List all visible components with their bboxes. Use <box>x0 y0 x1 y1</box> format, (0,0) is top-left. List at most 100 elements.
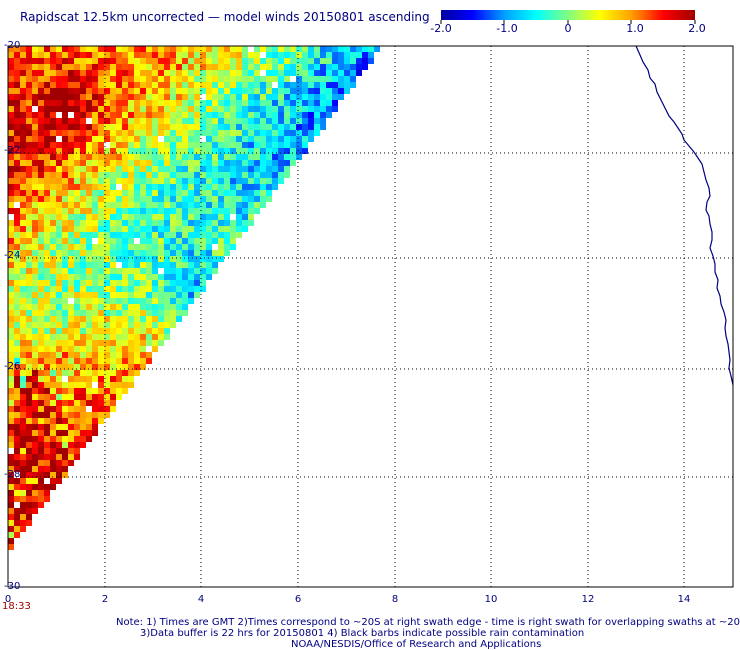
wind-pixel <box>80 424 86 430</box>
wind-pixel <box>68 364 74 370</box>
wind-pixel <box>182 106 188 112</box>
wind-pixel <box>146 196 152 202</box>
wind-pixel <box>308 70 314 76</box>
wind-pixel <box>80 118 86 124</box>
wind-pixel <box>320 112 326 118</box>
wind-pixel <box>62 394 68 400</box>
wind-pixel <box>14 376 20 382</box>
wind-pixel <box>224 70 230 76</box>
wind-pixel <box>98 250 104 256</box>
wind-pixel <box>80 202 86 208</box>
wind-pixel <box>314 124 320 130</box>
wind-pixel <box>200 226 206 232</box>
wind-pixel <box>152 346 158 352</box>
wind-pixel <box>266 76 272 82</box>
wind-pixel <box>140 64 146 70</box>
wind-pixel <box>80 262 86 268</box>
wind-pixel <box>14 316 20 322</box>
wind-pixel <box>218 160 224 166</box>
wind-pixel <box>38 382 44 388</box>
wind-pixel <box>14 160 20 166</box>
wind-pixel <box>278 136 284 142</box>
wind-pixel <box>92 112 98 118</box>
wind-pixel <box>188 112 194 118</box>
wind-pixel <box>8 316 14 322</box>
wind-pixel <box>140 154 146 160</box>
wind-pixel <box>56 232 62 238</box>
wind-pixel <box>122 268 128 274</box>
wind-pixel <box>242 166 248 172</box>
wind-pixel <box>134 196 140 202</box>
wind-pixel <box>248 130 254 136</box>
wind-pixel <box>56 316 62 322</box>
wind-pixel <box>128 316 134 322</box>
wind-pixel <box>50 388 56 394</box>
wind-pixel <box>80 154 86 160</box>
wind-pixel <box>80 400 86 406</box>
wind-pixel <box>188 220 194 226</box>
wind-pixel <box>56 328 62 334</box>
wind-pixel <box>128 58 134 64</box>
wind-pixel <box>122 292 128 298</box>
wind-pixel <box>254 208 260 214</box>
wind-pixel <box>170 118 176 124</box>
wind-pixel <box>92 250 98 256</box>
wind-pixel <box>62 100 68 106</box>
wind-pixel <box>32 160 38 166</box>
wind-pixel <box>140 274 146 280</box>
wind-pixel <box>110 286 116 292</box>
wind-pixel <box>92 268 98 274</box>
wind-pixel <box>38 472 44 478</box>
wind-pixel <box>92 190 98 196</box>
wind-pixel <box>8 202 14 208</box>
wind-pixel <box>68 64 74 70</box>
wind-pixel <box>128 148 134 154</box>
wind-pixel <box>260 124 266 130</box>
wind-pixel <box>14 46 20 52</box>
wind-pixel <box>134 220 140 226</box>
wind-pixel <box>314 82 320 88</box>
wind-pixel <box>92 262 98 268</box>
wind-pixel <box>224 76 230 82</box>
wind-pixel <box>50 154 56 160</box>
wind-pixel <box>248 94 254 100</box>
wind-pixel <box>254 124 260 130</box>
wind-pixel <box>116 232 122 238</box>
wind-pixel <box>68 394 74 400</box>
wind-pixel <box>134 184 140 190</box>
wind-pixel <box>272 172 278 178</box>
wind-pixel <box>134 100 140 106</box>
wind-pixel <box>218 250 224 256</box>
wind-pixel <box>8 184 14 190</box>
wind-pixel <box>32 106 38 112</box>
wind-pixel <box>332 106 338 112</box>
wind-pixel <box>110 94 116 100</box>
wind-pixel <box>104 412 110 418</box>
wind-pixel <box>74 238 80 244</box>
wind-pixel <box>56 424 62 430</box>
wind-pixel <box>230 82 236 88</box>
wind-pixel <box>248 82 254 88</box>
wind-pixel <box>62 436 68 442</box>
wind-pixel <box>62 166 68 172</box>
wind-pixel <box>194 106 200 112</box>
wind-pixel <box>44 340 50 346</box>
wind-pixel <box>80 172 86 178</box>
wind-pixel <box>110 106 116 112</box>
wind-pixel <box>68 94 74 100</box>
wind-pixel <box>164 286 170 292</box>
wind-pixel <box>86 46 92 52</box>
wind-pixel <box>110 400 116 406</box>
wind-pixel <box>218 142 224 148</box>
wind-pixel <box>254 46 260 52</box>
wind-pixel <box>14 214 20 220</box>
wind-pixel <box>50 238 56 244</box>
wind-pixel <box>20 280 26 286</box>
wind-pixel <box>62 364 68 370</box>
wind-pixel <box>116 178 122 184</box>
wind-pixel <box>20 184 26 190</box>
wind-pixel <box>68 268 74 274</box>
wind-pixel <box>170 268 176 274</box>
wind-pixel <box>62 448 68 454</box>
wind-pixel <box>260 112 266 118</box>
